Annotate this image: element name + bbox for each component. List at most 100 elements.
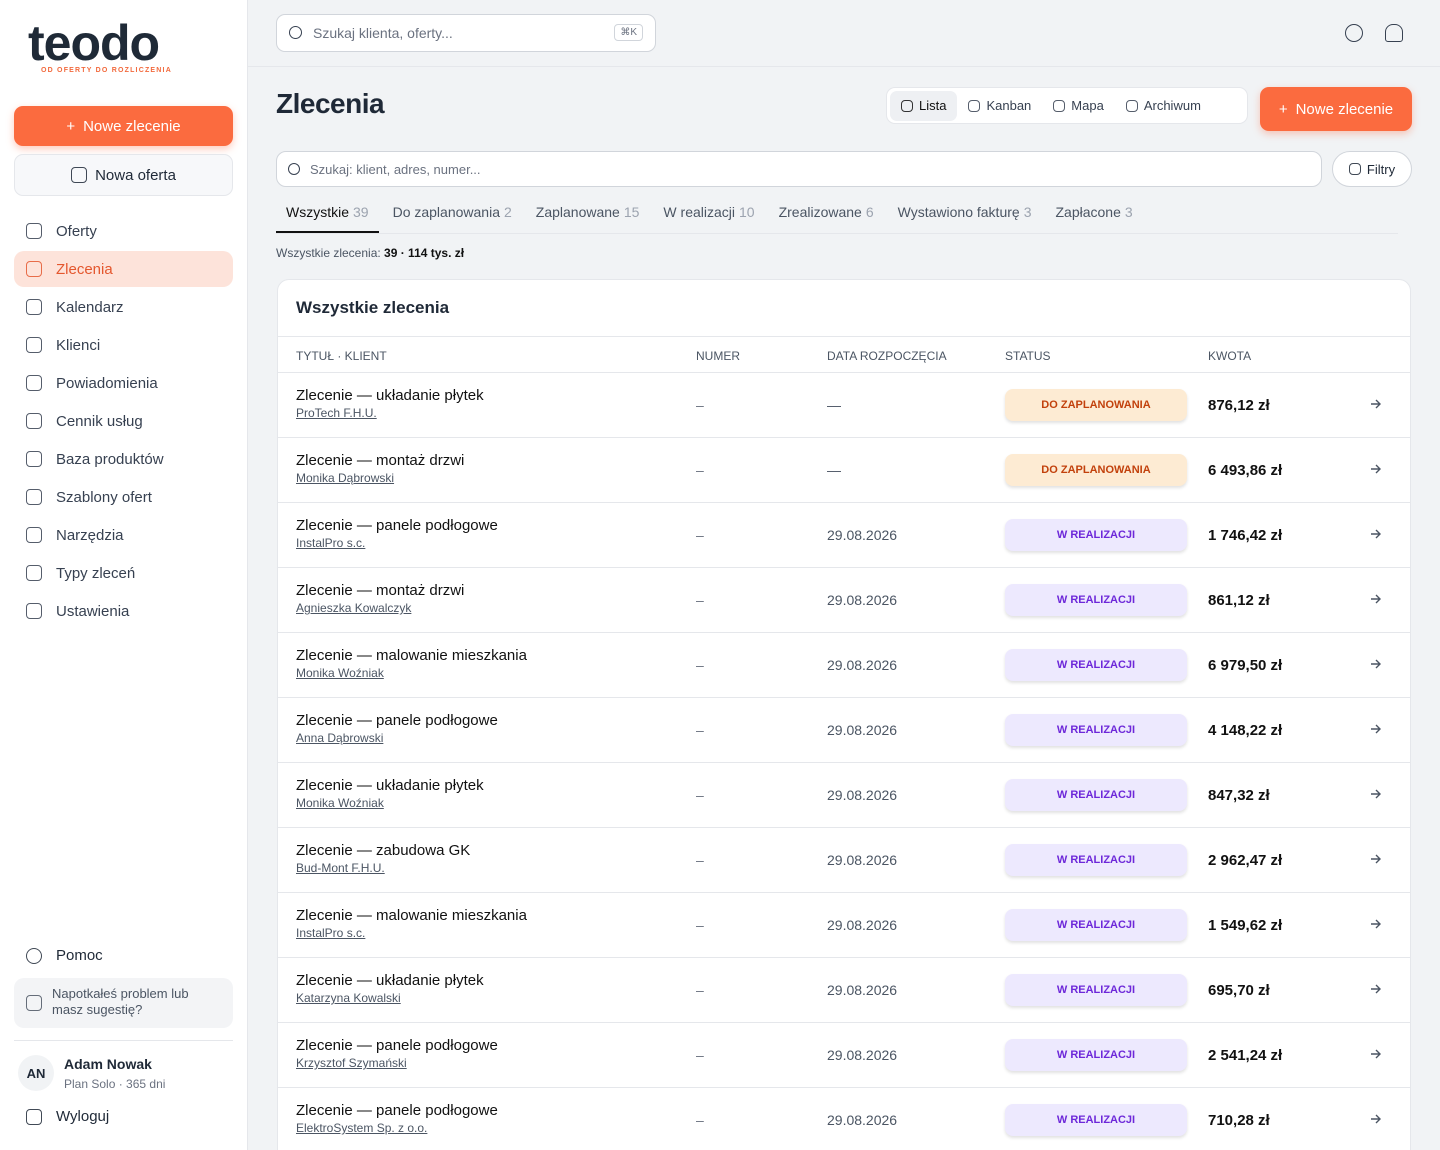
nav-item[interactable]: Ustawienia xyxy=(14,593,233,629)
start-date: 29.08.2026 xyxy=(827,787,898,803)
status-badge: W REALIZACJI xyxy=(1005,844,1187,876)
filters-button[interactable]: Filtry xyxy=(1332,151,1412,187)
row-arrow[interactable] xyxy=(1370,527,1382,543)
table-row[interactable]: Zlecenie — panele podłogowe Anna Dąbrowsk… xyxy=(278,698,1410,763)
table-header: TYTUŁ · KLIENT NUMER DATA ROZPOCZĘCIA STATU… xyxy=(278,336,1410,373)
nav-icon xyxy=(26,451,42,467)
new-order-button[interactable]: + Nowe zlecenie xyxy=(1260,87,1412,131)
row-arrow[interactable] xyxy=(1370,462,1382,478)
tab-label: Do zaplanowania xyxy=(392,204,500,220)
status-badge: W REALIZACJI xyxy=(1005,909,1187,941)
client-link[interactable]: InstalPro s.c. xyxy=(296,536,366,550)
client-link[interactable]: Krzysztof Szymański xyxy=(296,1056,407,1070)
label: Nowa oferta xyxy=(95,166,176,184)
notifications-button[interactable] xyxy=(1385,24,1403,42)
tab[interactable]: Zapłacone 3 xyxy=(1045,196,1142,233)
nav-item[interactable]: Szablony ofert xyxy=(14,479,233,515)
logout[interactable]: Wyloguj xyxy=(26,1108,109,1125)
order-title: Zlecenie — układanie płytek xyxy=(296,387,484,404)
order-title: Zlecenie — montaż drzwi xyxy=(296,452,465,469)
client-link[interactable]: Katarzyna Kowalski xyxy=(296,991,401,1005)
client-link[interactable]: Agnieszka Kowalczyk xyxy=(296,601,412,615)
view-option[interactable]: Lista xyxy=(890,90,958,121)
view-label: Mapa xyxy=(1071,98,1104,113)
table-row[interactable]: Zlecenie — malowanie mieszkania InstalPro… xyxy=(278,893,1410,958)
feedback[interactable]: Napotkałeś problem lub masz sugestię? xyxy=(14,978,233,1028)
tab-count: 3 xyxy=(1023,204,1032,220)
nav-item[interactable]: Klienci xyxy=(14,327,233,363)
client-link[interactable]: Bud-Mont F.H.U. xyxy=(296,861,385,875)
column-header: NUMER xyxy=(696,349,740,363)
table-row[interactable]: Zlecenie — montaż drzwi Monika Dąbrowski –… xyxy=(278,438,1410,503)
row-arrow[interactable] xyxy=(1370,852,1382,868)
order-title: Zlecenie — układanie płytek xyxy=(296,777,484,794)
global-search[interactable]: Szukaj klienta, oferty... ⌘K xyxy=(276,14,656,52)
table-row[interactable]: Zlecenie — zabudowa GK Bud-Mont F.H.U. – 29… xyxy=(278,828,1410,893)
nav-item[interactable]: Kalendarz xyxy=(14,289,233,325)
help-link[interactable]: Pomoc xyxy=(26,947,103,964)
table-row[interactable]: Zlecenie — malowanie mieszkania Monika Wo… xyxy=(278,633,1410,698)
client-link[interactable]: Monika Dąbrowski xyxy=(296,471,395,485)
new-order-button[interactable]: + Nowe zlecenie xyxy=(14,106,233,146)
row-arrow[interactable] xyxy=(1370,397,1382,413)
help-button[interactable] xyxy=(1345,24,1363,42)
tab[interactable]: Zaplanowane 15 xyxy=(526,196,650,233)
client-link[interactable]: ProTech F.H.U. xyxy=(296,406,377,420)
table-row[interactable]: Zlecenie — montaż drzwi Agnieszka Kowalcz… xyxy=(278,568,1410,633)
nav-item[interactable]: Powiadomienia xyxy=(14,365,233,401)
view-option[interactable]: Mapa xyxy=(1042,91,1115,121)
tab[interactable]: Do zaplanowania 2 xyxy=(383,196,522,233)
table-row[interactable]: Zlecenie — układanie płytek Monika Woźnia… xyxy=(278,763,1410,828)
view-option[interactable]: Kanban xyxy=(957,91,1042,121)
tab[interactable]: Wszystkie 39 xyxy=(276,196,379,233)
view-option[interactable]: Archiwum xyxy=(1115,91,1212,121)
shortcut: ⌘K xyxy=(614,24,643,41)
nav-item[interactable]: Baza produktów xyxy=(14,441,233,477)
logo[interactable]: teodo xyxy=(28,15,160,71)
nav-item[interactable]: Narzędzia xyxy=(14,517,233,553)
nav-icon xyxy=(26,337,42,353)
client-link[interactable]: Monika Woźniak xyxy=(296,666,384,680)
row-arrow[interactable] xyxy=(1370,1047,1382,1063)
doc-icon xyxy=(71,167,88,183)
row-arrow[interactable] xyxy=(1370,787,1382,803)
row-arrow[interactable] xyxy=(1370,722,1382,738)
status-badge: DO ZAPLANOWANIA xyxy=(1005,389,1187,421)
table-row[interactable]: Zlecenie — panele podłogowe Krzysztof Szy… xyxy=(278,1023,1410,1088)
summary-label: Wszystkie zlecenia: xyxy=(276,246,381,260)
order-number: – xyxy=(696,397,704,413)
order-number: – xyxy=(696,462,704,478)
nav-label: Powiadomienia xyxy=(56,374,158,392)
table-row[interactable]: Zlecenie — panele podłogowe ElektroSystem… xyxy=(278,1088,1410,1150)
row-arrow[interactable] xyxy=(1370,592,1382,608)
client-link[interactable]: Anna Dąbrowski xyxy=(296,731,384,745)
order-title: Zlecenie — malowanie mieszkania xyxy=(296,647,527,664)
arrow-icon xyxy=(1371,399,1381,409)
nav-item[interactable]: Typy zleceń xyxy=(14,555,233,591)
row-arrow[interactable] xyxy=(1370,657,1382,673)
start-date: 29.08.2026 xyxy=(827,657,898,673)
table-row[interactable]: Zlecenie — układanie płytek Katarzyna Kow… xyxy=(278,958,1410,1023)
tab[interactable]: Wystawiono fakturę 3 xyxy=(888,196,1042,233)
order-number: – xyxy=(696,787,704,803)
client-link[interactable]: Monika Woźniak xyxy=(296,796,384,810)
client-link[interactable]: InstalPro s.c. xyxy=(296,926,366,940)
view-label: Archiwum xyxy=(1143,98,1201,113)
view-icon xyxy=(1125,99,1138,112)
nav-item[interactable]: Zlecenia xyxy=(14,251,233,287)
list-search[interactable]: Szukaj: klient, adres, numer... xyxy=(276,151,1322,187)
amount: 710,28 zł xyxy=(1208,1112,1270,1129)
row-arrow[interactable] xyxy=(1370,982,1382,998)
nav-item[interactable]: Oferty xyxy=(14,213,233,249)
new-offer-button[interactable]: Nowa oferta xyxy=(14,154,233,196)
row-arrow[interactable] xyxy=(1370,917,1382,933)
tab[interactable]: Zrealizowane 6 xyxy=(769,196,884,233)
tab-label: Zapłacone xyxy=(1055,204,1121,220)
row-arrow[interactable] xyxy=(1370,1112,1382,1128)
tab[interactable]: W realizacji 10 xyxy=(653,196,764,233)
nav-item[interactable]: Cennik usług xyxy=(14,403,233,439)
nav-label: Klienci xyxy=(56,336,101,354)
table-row[interactable]: Zlecenie — panele podłogowe InstalPro s.c… xyxy=(278,503,1410,568)
client-link[interactable]: ElektroSystem Sp. z o.o. xyxy=(296,1121,428,1135)
table-row[interactable]: Zlecenie — układanie płytek ProTech F.H.U… xyxy=(278,373,1410,438)
